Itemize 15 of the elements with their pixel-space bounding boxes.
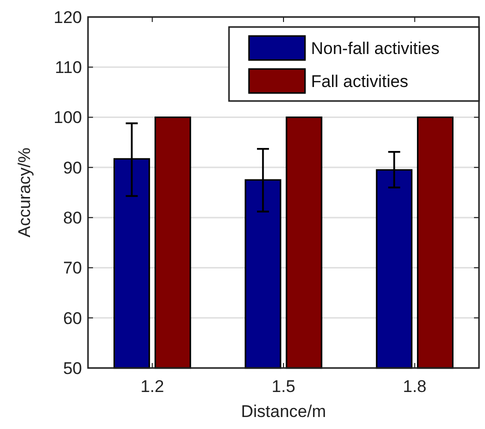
x-tick-label: 1.8 [402,377,427,396]
x-axis-title: Distance/m [240,402,326,421]
y-axis-title: Accuracy/% [15,148,34,238]
y-tick-label: 100 [54,108,82,128]
y-tick-label: 70 [63,258,82,278]
x-tick-label: 1.2 [140,377,164,396]
y-tick-label: 120 [54,8,82,27]
y-tick-label: 60 [63,308,82,328]
legend-label: Non-fall activities [311,38,440,58]
legend-label: Fall activities [311,72,408,91]
x-tick-label: 1.5 [272,377,296,396]
y-tick-label: 110 [54,58,82,78]
y-tick-label: 50 [63,358,82,378]
y-tick-label: 80 [63,208,82,228]
y-tick-label: 90 [63,158,82,178]
